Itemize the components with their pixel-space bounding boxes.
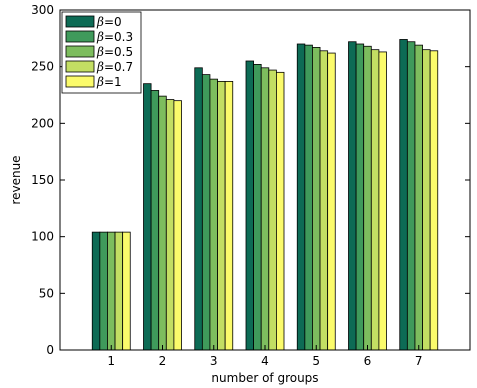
bar-group4-series2 [253,64,262,351]
bar-group6-series3 [363,45,372,351]
y-tick-label: 300 [31,3,54,17]
bar-group3-series5 [224,81,234,351]
legend: β=0β=0.3β=0.5β=0.7β=1 [61,11,142,94]
x-axis-label: number of groups [211,371,318,385]
y-tick-label: 200 [31,116,54,130]
legend-entry-value: =1 [104,75,122,89]
bars-layer [91,39,439,351]
legend-entry-value: =0.5 [104,45,133,59]
legend-swatch [65,15,95,28]
bar-group7-series5 [429,50,439,351]
y-tick-label: 100 [31,230,54,244]
bar-group2-series1 [143,83,152,351]
bar-group7-series3 [414,44,423,351]
bar-group6-series1 [348,41,357,351]
bar-group7-series2 [406,41,416,351]
legend-swatch [65,45,95,58]
legend-swatch [65,75,95,88]
bar-group1-series3 [107,231,116,351]
x-tick-label: 3 [210,354,218,368]
bar-group3-series4 [217,81,226,351]
x-tick-label: 1 [107,354,115,368]
bar-group5-series5 [327,52,336,351]
bar-group1-series2 [99,231,108,351]
bar-group6-series4 [370,49,380,351]
legend-entry-value: =0.7 [104,60,133,74]
legend-swatch [65,60,95,73]
legend-entry-value: =0 [104,15,122,29]
bar-group2-series5 [173,100,182,351]
legend-entry-symbol: β [96,75,104,89]
x-axis-ticks: 1 2 3 4 5 6 7 [107,345,423,368]
legend-entry-symbol: β [96,45,104,59]
bar-group1-series4 [114,231,124,351]
bar-group6-series2 [355,43,365,351]
legend-entry-label: β=0 [96,15,122,29]
x-tick-label: 6 [364,354,372,368]
bar-group4-series3 [260,67,270,351]
bar-group3-series3 [209,78,218,351]
legend-entry-label: β=0.7 [96,60,133,74]
bar-group5-series4 [319,50,329,351]
bar-group4-series5 [275,71,285,351]
y-axis-ticks: 0 50 100 150 200 250 300 [31,3,470,357]
bar-group5-series3 [312,47,321,351]
x-tick-label: 2 [159,354,167,368]
bar-group2-series2 [150,90,160,351]
bar-group4-series4 [268,69,277,351]
bar-group5-series2 [304,44,313,351]
y-tick-label: 150 [31,173,54,187]
bar-group3-series2 [201,74,211,351]
bar-group4-series1 [245,60,254,351]
x-tick-label: 5 [312,354,320,368]
y-axis-label: revenue [9,155,23,204]
bar-group2-series4 [165,99,175,351]
x-tick-label: 4 [261,354,269,368]
bar-group6-series5 [378,51,387,351]
legend-entry-label: β=1 [96,75,122,89]
bar-group7-series4 [422,49,431,351]
bar-group1-series1 [91,231,101,351]
legend-entry-label: β=0.3 [96,30,133,44]
x-tick-label: 7 [415,354,423,368]
bar-group1-series5 [122,231,131,351]
bar-group7-series1 [399,39,408,351]
legend-entry-label: β=0.5 [96,45,133,59]
y-tick-label: 50 [39,286,54,300]
legend-entry-symbol: β [96,15,104,29]
legend-entry-value: =0.3 [104,30,133,44]
y-tick-label: 0 [46,343,54,357]
bar-group2-series3 [158,95,167,351]
y-tick-label: 250 [31,60,54,74]
legend-swatch [65,30,95,43]
legend-entry-symbol: β [96,30,104,44]
legend-entry-symbol: β [96,60,104,74]
bar-group5-series1 [296,43,306,351]
bar-group3-series1 [194,67,203,351]
